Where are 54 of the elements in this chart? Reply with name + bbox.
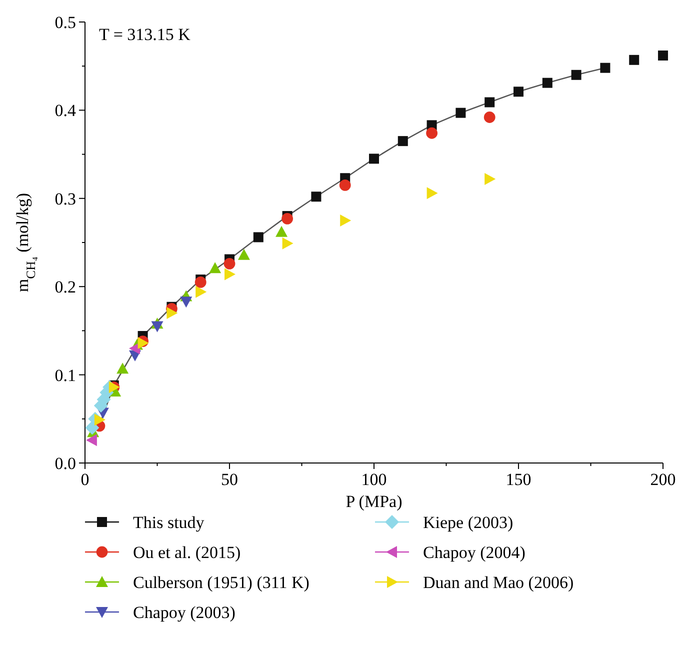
point [253,232,264,242]
x-tick-label: 0 [80,470,90,489]
point [600,62,610,73]
legend-label: Ou et al. (2015) [133,543,241,562]
legend-label: Chapoy (2003) [133,603,236,622]
point [311,192,322,202]
x-tick-label: 150 [506,470,532,489]
y-tick-label: 0.5 [54,13,76,32]
point [340,214,352,226]
point [514,86,524,97]
point [339,179,351,191]
point [369,154,379,164]
legend-label: Chapoy (2004) [423,543,526,562]
point [484,172,496,185]
x-axis-title: P (MPa) [346,492,402,511]
point [116,362,129,374]
legend-label: Culberson (1951) (311 K) [133,573,310,592]
x-tick-label: 100 [361,470,387,489]
point [151,321,164,332]
y-tick-label: 0.3 [54,189,76,208]
point [629,54,640,65]
point [209,262,222,274]
x-tick-label: 50 [221,470,238,489]
point [426,187,438,200]
point [426,127,438,139]
x-tick-label: 200 [650,470,676,489]
point [282,237,294,250]
point [571,70,582,80]
legend-label: Duan and Mao (2006) [423,573,574,592]
point [180,296,192,308]
point [484,112,496,123]
y-tick-label: 0.4 [54,101,76,120]
point [658,50,668,61]
point [138,337,149,350]
point [86,434,97,446]
y-tick-label: 0.1 [54,366,76,385]
point [398,136,408,146]
point [94,414,106,426]
point [542,78,552,88]
point [224,268,236,280]
point [276,226,288,237]
point [484,97,495,108]
point [282,212,293,224]
point [456,108,466,118]
y-tick-label: 0.2 [54,278,76,297]
legend-label: This study [133,513,205,532]
point [196,286,207,298]
point [166,307,178,320]
point [224,258,236,270]
y-tick-label: 0.0 [54,454,76,473]
point [194,276,206,288]
point [238,248,250,260]
annotation: T = 313.15 K [99,25,192,44]
legend-label: Kiepe (2003) [423,513,514,532]
